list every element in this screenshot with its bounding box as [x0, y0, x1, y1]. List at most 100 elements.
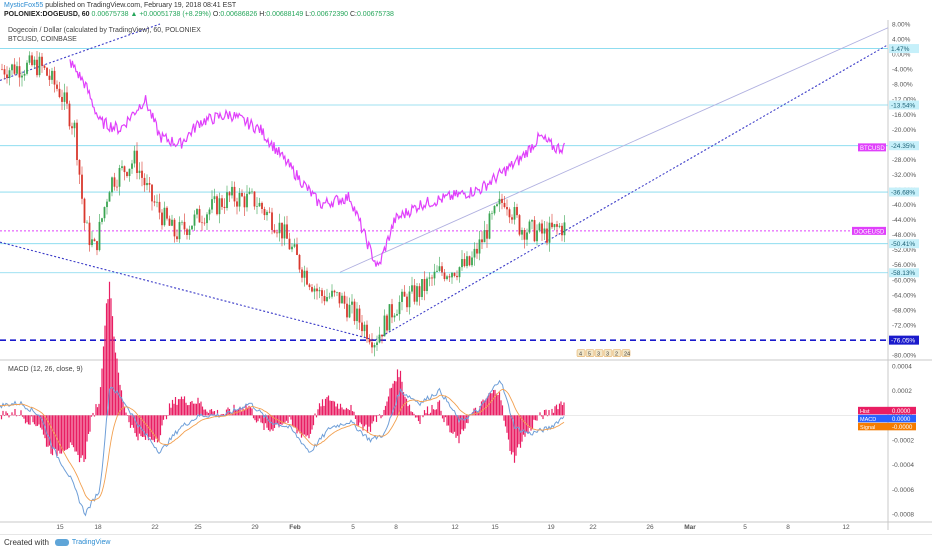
macd-tag-value: 0.0000 [892, 409, 911, 415]
candle-body [153, 201, 156, 203]
candle-body [491, 213, 493, 214]
candle-body [526, 232, 528, 240]
macd-axis-tick: 0.0002 [892, 388, 912, 395]
main-axis-tick: -48.00% [892, 232, 916, 239]
candle-body [286, 224, 288, 239]
candle-body [148, 183, 151, 185]
candle-body [113, 177, 116, 187]
candle-body [146, 183, 148, 186]
event-count: 2 [615, 352, 618, 358]
event-icon [576, 349, 586, 357]
candle-body [253, 191, 256, 207]
level-label-bg [889, 239, 919, 249]
open-label: O: [212, 11, 221, 18]
author-link[interactable]: MysticFox55 [4, 2, 44, 9]
candle-body [66, 92, 68, 104]
candle-body [221, 198, 223, 207]
macd-axis-tick: 0.0004 [892, 364, 912, 371]
candle-body [388, 304, 391, 331]
candle-body [88, 222, 91, 246]
candle-body [268, 211, 271, 213]
candle-body [328, 296, 331, 298]
candle-body [478, 239, 481, 254]
candle-body [466, 256, 468, 267]
candle-body [248, 191, 251, 194]
candle-body [531, 220, 533, 222]
candle-body [396, 314, 398, 316]
candle-body [301, 269, 303, 278]
main-axis-tick: -44.00% [892, 217, 916, 224]
candle-body [86, 222, 88, 224]
main-series-legend[interactable]: Dogecoin / Dollar (calculated by Trading… [8, 27, 201, 34]
created-with-text: Created with [4, 538, 49, 547]
time-axis-tick: 5 [351, 524, 355, 530]
main-axis-tick: -68.00% [892, 307, 916, 314]
candle-body [471, 257, 473, 266]
candle-body [103, 207, 106, 219]
candle-body [293, 244, 296, 247]
candle-body [223, 206, 226, 209]
tradingview-logo[interactable]: TradingView [54, 539, 111, 546]
tradingview-logo-icon [54, 539, 69, 546]
candle-body [378, 334, 381, 343]
candle-body [228, 192, 231, 196]
candle-body [548, 222, 551, 243]
candle-body [141, 170, 143, 178]
candle-body [183, 221, 186, 230]
event-count: 24 [624, 352, 630, 358]
candle-body [473, 248, 476, 258]
candle-body [218, 198, 221, 215]
candle-body [143, 177, 146, 186]
main-axis-tick: -64.00% [892, 292, 916, 299]
level-label: -50.41% [891, 241, 915, 248]
candle-body [283, 224, 286, 239]
candle-body [151, 184, 153, 202]
event-icon [621, 349, 631, 357]
main-axis-tick: 0.00% [892, 52, 911, 59]
candle-body [541, 223, 543, 234]
candle-body [236, 201, 238, 207]
candle-body [381, 334, 383, 337]
candle-body [196, 209, 198, 215]
candle-body [98, 221, 101, 251]
candle-body [313, 288, 316, 292]
candle-body [203, 222, 206, 224]
time-axis-tick: 5 [743, 524, 747, 530]
candle-body [423, 279, 426, 292]
main-axis-tick: -80.00% [892, 353, 916, 360]
footer: Created with TradingView [0, 534, 932, 550]
candle-body [43, 65, 46, 68]
candle-body [176, 236, 178, 240]
candle-body [106, 201, 108, 208]
candle-body [353, 301, 356, 322]
candle-body [421, 279, 423, 298]
event-icon [585, 349, 595, 357]
candle-body [406, 296, 408, 308]
candle-body [351, 301, 353, 305]
candle-body [161, 212, 163, 226]
candle-body [16, 66, 18, 74]
macd-legend[interactable]: MACD (12, 26, close, 9) [8, 366, 83, 373]
chart-area[interactable]: BTCUSD DOGEUSD 4 5 3 3 2 24 8.00% 4.00% 0.00% -4.0… [0, 20, 932, 530]
candle-body [338, 292, 341, 304]
tradingview-brand: TradingView [71, 539, 111, 546]
candle-body [71, 126, 73, 129]
chart-header: MysticFox55 published on TradingView.com… [0, 0, 932, 20]
candle-body [426, 278, 428, 292]
candle-body [408, 291, 411, 308]
close-label: C: [349, 11, 357, 18]
main-axis-tick: -20.00% [892, 127, 916, 134]
level-label: -24.35% [891, 143, 915, 150]
candle-body [511, 217, 513, 220]
level-label-bg [889, 268, 919, 278]
candle-body [76, 122, 78, 161]
main-axis-tick: -12.00% [892, 97, 916, 104]
time-axis-tick: 12 [842, 524, 850, 530]
candle-body [271, 212, 273, 230]
macd-tag-bg [858, 422, 916, 431]
candle-body [533, 220, 536, 242]
candle-body [386, 315, 388, 331]
candle-body [401, 291, 403, 302]
compare-series-legend[interactable]: BTCUSD, COINBASE [8, 36, 77, 43]
